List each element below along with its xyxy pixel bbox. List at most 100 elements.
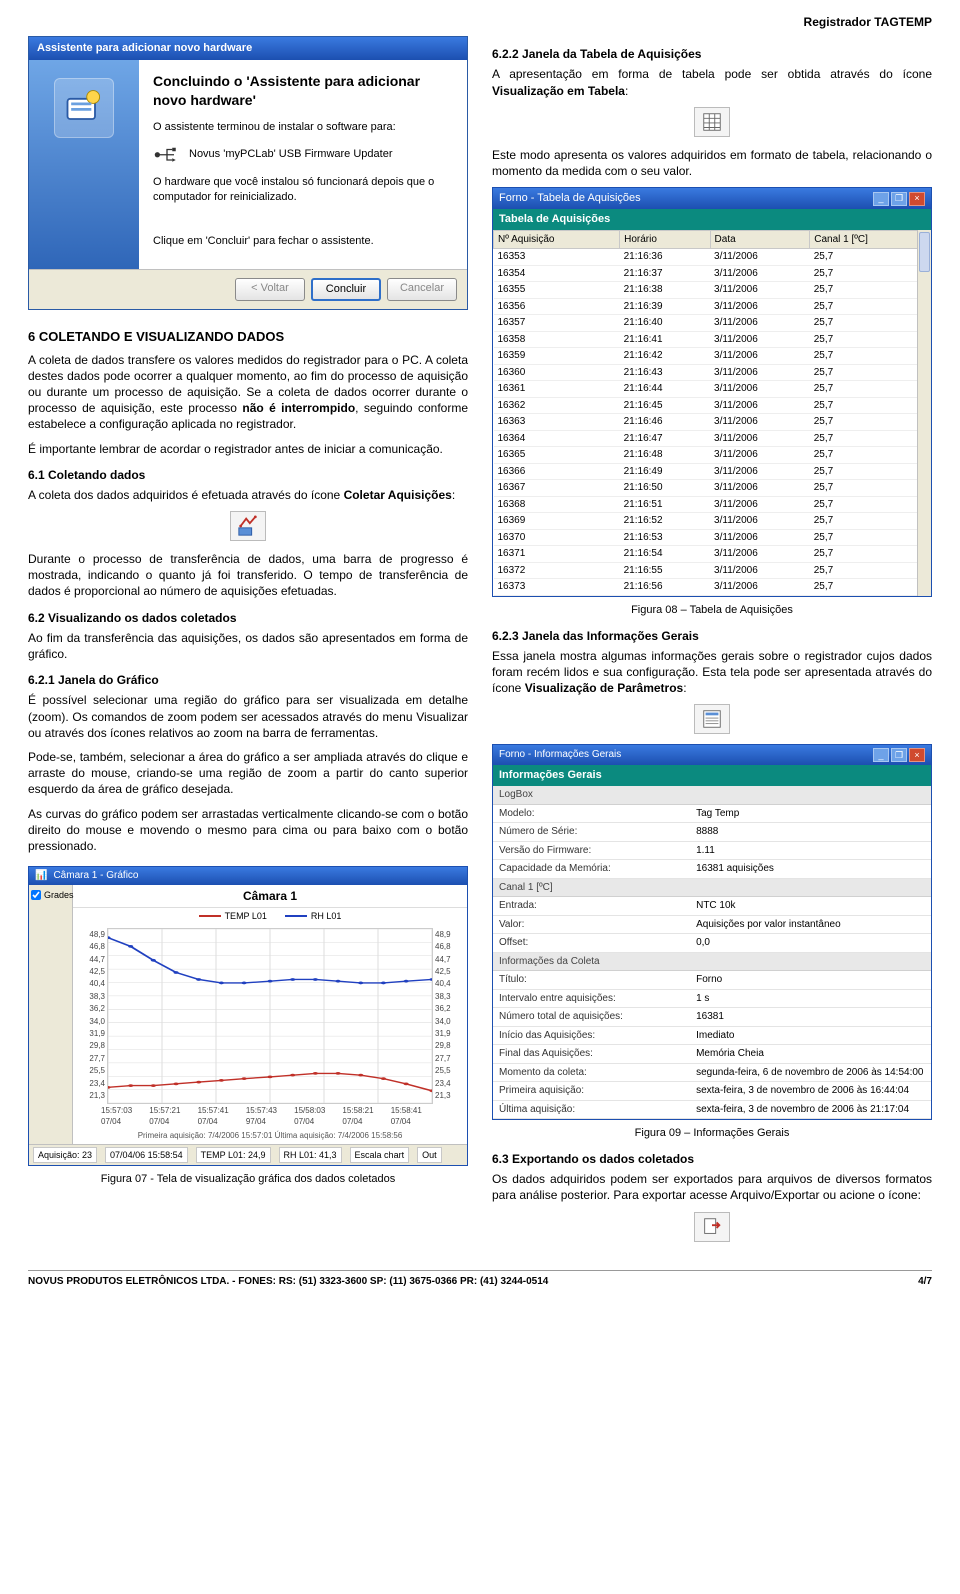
section-61-title: 6.1 Coletando dados bbox=[28, 467, 468, 483]
info-row: Momento da coleta:segunda-feira, 6 de no… bbox=[493, 1064, 931, 1083]
info-titlebar-text: Forno - Informações Gerais bbox=[499, 748, 621, 762]
status-cell: Escala chart bbox=[350, 1147, 410, 1163]
chart-xaxis: 15:57:03 07/0415:57:21 07/0415:57:41 07/… bbox=[73, 1104, 467, 1130]
info-window-controls: _ ❐ × bbox=[873, 748, 925, 762]
legend-item: RH L01 bbox=[285, 910, 342, 922]
wizard-sidebar bbox=[29, 60, 139, 269]
info-body: LogBoxModelo:Tag TempNúmero de Série:888… bbox=[493, 786, 931, 1119]
section-621-p2: Pode-se, também, selecionar a área do gr… bbox=[28, 749, 468, 798]
info-row: Offset:0,0 bbox=[493, 934, 931, 953]
chart-yaxis-right: 48,946,844,742,540,438,336,234,031,929,8… bbox=[435, 928, 463, 1104]
table-row[interactable]: 1636621:16:493/11/200625,7 bbox=[494, 463, 931, 480]
chart-status-bar: Aquisição: 2307/04/06 15:58:54TEMP L01: … bbox=[29, 1144, 467, 1165]
table-row[interactable]: 1636321:16:463/11/200625,7 bbox=[494, 414, 931, 431]
table-row[interactable]: 1636021:16:433/11/200625,7 bbox=[494, 364, 931, 381]
acq-subbar: Tabela de Aquisições bbox=[493, 209, 931, 230]
wizard-line3: Clique em 'Concluir' para fechar o assis… bbox=[153, 234, 453, 249]
section-621-p1: É possível selecionar uma região do gráf… bbox=[28, 692, 468, 741]
section-62-p1: Ao fim da transferência das aquisições, … bbox=[28, 630, 468, 662]
section-622-p2: Este modo apresenta os valores adquirido… bbox=[492, 147, 932, 179]
acq-scrollbar[interactable] bbox=[917, 230, 931, 596]
table-row[interactable]: 1635721:16:403/11/200625,7 bbox=[494, 315, 931, 332]
wizard-device-name: Novus 'myPCLab' USB Firmware Updater bbox=[189, 147, 392, 162]
wizard-heading: Concluindo o 'Assistente para adicionar … bbox=[153, 72, 453, 110]
minimize-icon[interactable]: _ bbox=[873, 748, 889, 762]
table-row[interactable]: 1637121:16:543/11/200625,7 bbox=[494, 546, 931, 563]
status-cell: 07/04/06 15:58:54 bbox=[105, 1147, 188, 1163]
info-row: Início das Aquisições:Imediato bbox=[493, 1027, 931, 1046]
info-row: Intervalo entre aquisições:1 s bbox=[493, 990, 931, 1009]
section-621-p3: As curvas do gráfico podem ser arrastada… bbox=[28, 806, 468, 855]
info-row: Número total de aquisições:16381 bbox=[493, 1008, 931, 1027]
chart-plot-area[interactable] bbox=[107, 928, 433, 1104]
figure-07-caption: Figura 07 - Tela de visualização gráfica… bbox=[28, 1172, 468, 1187]
info-subbar: Informações Gerais bbox=[493, 765, 931, 786]
table-row[interactable]: 1636421:16:473/11/200625,7 bbox=[494, 430, 931, 447]
info-row: Última aquisição:sexta-feira, 3 de novem… bbox=[493, 1101, 931, 1120]
chart-side-panel: Grades bbox=[29, 885, 73, 1145]
info-window: Forno - Informações Gerais _ ❐ × Informa… bbox=[492, 744, 932, 1120]
acquisitions-table: Nº AquisiçãoHorárioDataCanal 1 [ºC] 1635… bbox=[493, 230, 931, 596]
chart-legend: TEMP L01RH L01 bbox=[73, 908, 467, 924]
table-view-icon[interactable] bbox=[694, 107, 730, 137]
wizard-finish-button[interactable]: Concluir bbox=[311, 278, 381, 301]
table-row[interactable]: 1636221:16:453/11/200625,7 bbox=[494, 397, 931, 414]
table-row[interactable]: 1635321:16:363/11/200625,7 bbox=[494, 249, 931, 266]
minimize-icon[interactable]: _ bbox=[873, 192, 889, 206]
chart-subline: Primeira aquisição: 7/4/2006 15:57:01 Úl… bbox=[73, 1130, 467, 1145]
collect-acquisitions-icon[interactable] bbox=[230, 511, 266, 541]
info-row: Número de Série:8888 bbox=[493, 823, 931, 842]
wizard-cancel-button[interactable]: Cancelar bbox=[387, 278, 457, 301]
status-cell: RH L01: 41,3 bbox=[279, 1147, 342, 1163]
close-icon[interactable]: × bbox=[909, 192, 925, 206]
chart-title: Câmara 1 bbox=[73, 885, 467, 908]
section-6-title: 6 COLETANDO E VISUALIZANDO DADOS bbox=[28, 328, 468, 346]
table-row[interactable]: 1635921:16:423/11/200625,7 bbox=[494, 348, 931, 365]
acq-col-header: Horário bbox=[620, 230, 710, 249]
table-row[interactable]: 1635521:16:383/11/200625,7 bbox=[494, 282, 931, 299]
maximize-icon[interactable]: ❐ bbox=[891, 748, 907, 762]
section-621-title: 6.2.1 Janela do Gráfico bbox=[28, 672, 468, 688]
chart-window: 📊 Câmara 1 - Gráfico Grades Câmara 1 TEM… bbox=[28, 866, 468, 1166]
info-row: Entrada:NTC 10k bbox=[493, 897, 931, 916]
wizard-back-button[interactable]: < Voltar bbox=[235, 278, 305, 301]
info-row: Primeira aquisição:sexta-feira, 3 de nov… bbox=[493, 1082, 931, 1101]
table-row[interactable]: 1636121:16:443/11/200625,7 bbox=[494, 381, 931, 398]
section-61-p2: Durante o processo de transferência de d… bbox=[28, 551, 468, 600]
window-controls: _ ❐ × bbox=[873, 192, 925, 206]
info-row: Valor:Aquisições por valor instantâneo bbox=[493, 916, 931, 935]
table-row[interactable]: 1635621:16:393/11/200625,7 bbox=[494, 298, 931, 315]
table-row[interactable]: 1636921:16:523/11/200625,7 bbox=[494, 513, 931, 530]
table-row[interactable]: 1635821:16:413/11/200625,7 bbox=[494, 331, 931, 348]
acquisitions-window: Forno - Tabela de Aquisições _ ❐ × Tabel… bbox=[492, 187, 932, 597]
table-row[interactable]: 1637321:16:563/11/200625,7 bbox=[494, 579, 931, 596]
params-view-icon[interactable] bbox=[694, 704, 730, 734]
section-6-p1: A coleta de dados transfere os valores m… bbox=[28, 352, 468, 433]
close-icon[interactable]: × bbox=[909, 748, 925, 762]
section-62-title: 6.2 Visualizando os dados coletados bbox=[28, 610, 468, 626]
table-row[interactable]: 1636821:16:513/11/200625,7 bbox=[494, 496, 931, 513]
table-row[interactable]: 1637021:16:533/11/200625,7 bbox=[494, 529, 931, 546]
footer-right: 4/7 bbox=[918, 1275, 932, 1289]
section-61-p1: A coleta dos dados adquiridos é efetuada… bbox=[28, 487, 468, 503]
table-row[interactable]: 1636721:16:503/11/200625,7 bbox=[494, 480, 931, 497]
chart-grid-toggle[interactable]: Grades bbox=[31, 889, 70, 901]
maximize-icon[interactable]: ❐ bbox=[891, 192, 907, 206]
table-row[interactable]: 1635421:16:373/11/200625,7 bbox=[494, 265, 931, 282]
table-row[interactable]: 1637221:16:553/11/200625,7 bbox=[494, 562, 931, 579]
hardware-wizard-window: Assistente para adicionar novo hardware … bbox=[28, 36, 468, 310]
scrollbar-thumb[interactable] bbox=[919, 232, 930, 272]
wizard-line2: O hardware que você instalou só funciona… bbox=[153, 175, 453, 205]
header-product: Registrador TAGTEMP bbox=[28, 14, 932, 30]
hardware-icon bbox=[54, 78, 114, 138]
info-row: Modelo:Tag Temp bbox=[493, 805, 931, 824]
chart-titlebar: 📊 Câmara 1 - Gráfico bbox=[29, 867, 467, 885]
table-row[interactable]: 1636521:16:483/11/200625,7 bbox=[494, 447, 931, 464]
info-section-header: Informações da Coleta bbox=[493, 953, 931, 972]
info-row: Capacidade da Memória:16381 aquisições bbox=[493, 860, 931, 879]
info-section-header: LogBox bbox=[493, 786, 931, 805]
status-cell: Aquisição: 23 bbox=[33, 1147, 97, 1163]
figure-08-caption: Figura 08 – Tabela de Aquisições bbox=[492, 603, 932, 618]
section-623-p1: Essa janela mostra algumas informações g… bbox=[492, 648, 932, 697]
export-icon[interactable] bbox=[694, 1212, 730, 1242]
